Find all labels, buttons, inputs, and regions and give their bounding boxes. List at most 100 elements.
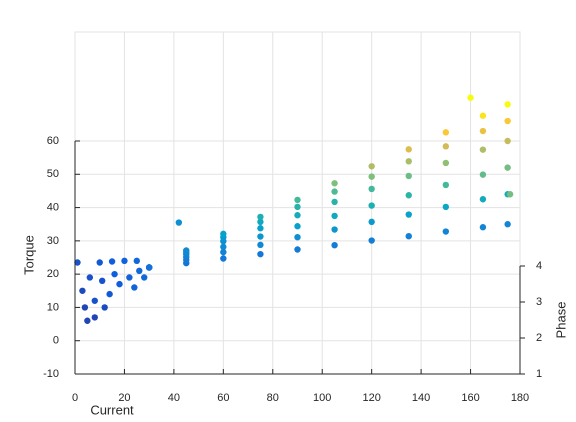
point — [220, 255, 227, 262]
point — [96, 259, 103, 266]
x-axis-title: Current — [90, 402, 134, 417]
point — [479, 146, 487, 153]
point — [220, 248, 227, 256]
point — [442, 181, 450, 189]
point — [479, 112, 487, 119]
point — [98, 277, 106, 284]
point — [294, 203, 301, 211]
point — [331, 241, 338, 249]
point — [368, 237, 375, 244]
point — [479, 127, 487, 135]
point — [86, 274, 94, 281]
point — [479, 196, 487, 203]
point — [368, 218, 375, 226]
point — [331, 226, 338, 233]
point — [479, 171, 487, 178]
x-tick-label: 160 — [461, 392, 479, 404]
point — [368, 185, 375, 193]
point — [101, 304, 108, 311]
point — [91, 314, 98, 321]
y2-tick-label: 1 — [536, 368, 542, 380]
x-tick-label: 20 — [118, 392, 130, 404]
point — [126, 274, 133, 281]
x-tick-label: 100 — [313, 392, 331, 404]
points — [74, 94, 514, 324]
point — [133, 257, 141, 265]
point — [506, 191, 514, 198]
point — [175, 219, 183, 226]
point — [504, 117, 511, 125]
x-tick-label: 140 — [412, 392, 430, 404]
y-tick-label: 0 — [53, 335, 59, 347]
point — [405, 172, 412, 180]
point — [368, 163, 375, 170]
point — [111, 270, 118, 278]
point — [504, 101, 511, 108]
point — [141, 274, 148, 281]
point — [257, 233, 264, 240]
point — [479, 224, 487, 231]
point — [220, 243, 227, 251]
point — [106, 290, 113, 298]
point — [81, 304, 89, 311]
y-tick-label: 40 — [47, 201, 59, 213]
point — [331, 198, 338, 206]
point — [294, 246, 301, 253]
point — [257, 225, 264, 232]
point — [331, 180, 338, 187]
point — [504, 221, 511, 228]
point — [405, 192, 412, 199]
y2-tick-label: 3 — [536, 296, 542, 308]
point — [183, 247, 190, 254]
point — [331, 212, 338, 220]
x-tick-label: 40 — [168, 392, 180, 404]
point — [121, 257, 128, 265]
point — [294, 212, 301, 219]
point — [442, 159, 450, 167]
y-tick-label: 50 — [47, 168, 59, 180]
point — [294, 196, 301, 204]
point — [257, 213, 264, 221]
point — [84, 317, 91, 324]
point — [294, 223, 301, 230]
point — [108, 258, 116, 265]
x-tick-label: 80 — [267, 392, 279, 404]
point — [442, 203, 450, 211]
point — [331, 188, 338, 195]
point — [405, 211, 412, 218]
point — [504, 164, 511, 171]
axes: 0 20 40 60 80 100 120 140 160 180 -10 0 10 20 30 40 50 60… — [43, 135, 542, 404]
point — [116, 280, 123, 288]
x-tick-label: 180 — [511, 392, 529, 404]
point — [368, 202, 375, 209]
x-tick-label: 60 — [217, 392, 229, 404]
point — [79, 287, 86, 294]
point — [145, 264, 153, 271]
point — [405, 146, 412, 153]
point — [136, 267, 143, 275]
point — [442, 228, 450, 235]
y2-axis-title: Phase — [553, 302, 568, 339]
point — [257, 250, 264, 258]
point — [294, 233, 301, 241]
point — [504, 137, 511, 145]
x-tick-label: 120 — [362, 392, 380, 404]
point — [91, 297, 98, 304]
y-tick-label: 30 — [47, 235, 59, 247]
point — [442, 129, 450, 136]
point — [368, 173, 375, 180]
y-tick-label: 10 — [47, 301, 59, 313]
point — [74, 259, 81, 266]
point — [405, 158, 412, 165]
point — [131, 284, 138, 291]
y-tick-label: 20 — [47, 268, 59, 280]
point — [220, 230, 227, 238]
y2-tick-label: 2 — [536, 332, 542, 344]
x-tick-label: 0 — [72, 392, 78, 404]
point — [467, 94, 474, 101]
point — [442, 143, 450, 150]
point — [405, 232, 412, 240]
y-tick-label: -10 — [43, 368, 59, 380]
y2-tick-label: 4 — [536, 260, 542, 272]
